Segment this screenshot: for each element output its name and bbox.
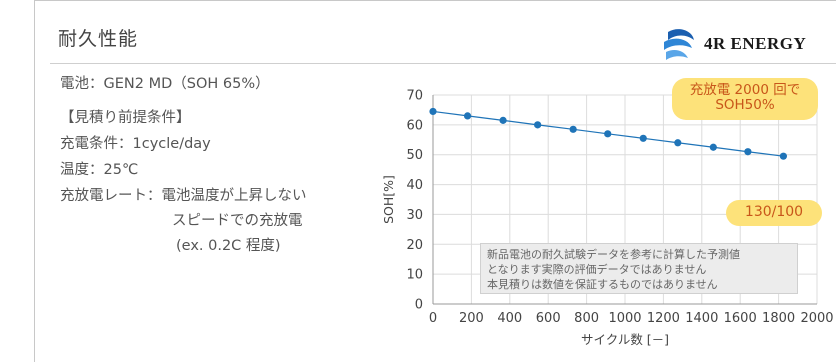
y-tick-label: 70: [406, 89, 423, 104]
battery-spec: 電池：GEN2 MD（SOH 65%）: [60, 76, 270, 92]
rate-condition-line3: (ex. 0.2C 程度): [176, 238, 281, 254]
title-divider: [50, 63, 836, 64]
data-point: [674, 139, 682, 147]
data-point: [463, 112, 472, 120]
cycles-callout: 充放電 2000 回で SOH50%: [672, 78, 818, 120]
temperature-condition: 温度：25℃: [60, 162, 139, 178]
y-tick-label: 50: [406, 148, 423, 163]
x-tick-label: 0: [429, 311, 437, 326]
assumption-heading: 【見積り前提条件】: [60, 110, 191, 126]
disclaimer-box: 新品電池の耐久試験データを参考に計算した予測値 となります実際の評価データではあ…: [480, 243, 798, 294]
data-point: [604, 130, 612, 138]
data-point: [779, 152, 788, 160]
data-point: [429, 107, 437, 116]
data-point: [534, 121, 542, 129]
data-point: [499, 116, 507, 124]
x-tick-label: 1000: [608, 311, 641, 326]
x-tick-label: 1400: [685, 311, 718, 326]
y-tick-label: 60: [406, 118, 423, 133]
data-point: [709, 143, 717, 151]
logo-swirl-icon: [664, 29, 694, 60]
cycles-callout-line1: 充放電 2000 回で: [689, 82, 801, 98]
x-tick-label: 200: [459, 311, 484, 326]
ratio-callout: 130/100: [726, 200, 822, 226]
data-point: [639, 134, 647, 142]
y-tick-label: 40: [406, 178, 423, 193]
x-tick-label: 600: [536, 311, 561, 326]
cycles-callout-line2: SOH50%: [715, 97, 775, 113]
y-tick-label: 30: [406, 208, 423, 223]
y-axis-label: SOH[%]: [381, 175, 396, 224]
y-tick-label: 10: [406, 268, 423, 283]
disclaimer-line1: 新品電池の耐久試験データを参考に計算した予測値: [487, 248, 740, 261]
y-tick-label: 0: [415, 298, 423, 313]
y-tick-label: 20: [406, 238, 423, 253]
x-tick-label: 400: [497, 311, 522, 326]
page-title: 耐久性能: [58, 28, 139, 50]
x-tick-label: 2000: [800, 311, 833, 326]
data-point: [744, 148, 752, 156]
data-point: [569, 125, 577, 133]
x-tick-label: 1800: [762, 311, 795, 326]
rate-condition: 充放電レート：電池温度が上昇しない: [60, 188, 307, 204]
charge-condition: 充電条件：1cycle/day: [60, 136, 211, 152]
company-logo: 4R ENERGY: [660, 24, 836, 64]
x-tick-label: 1200: [647, 311, 680, 326]
x-tick-label: 1600: [724, 311, 757, 326]
rate-condition-line2: スピードでの充放電: [172, 213, 303, 229]
x-tick-label: 800: [574, 311, 599, 326]
slide-frame: [34, 0, 836, 362]
disclaimer-line2: となります実際の評価データではありません: [487, 263, 707, 276]
logo-text: 4R ENERGY: [704, 34, 807, 53]
disclaimer-line3: 本見積りは数値を保証するものではありません: [487, 278, 718, 291]
x-axis-label: サイクル数 [－]: [581, 332, 669, 347]
